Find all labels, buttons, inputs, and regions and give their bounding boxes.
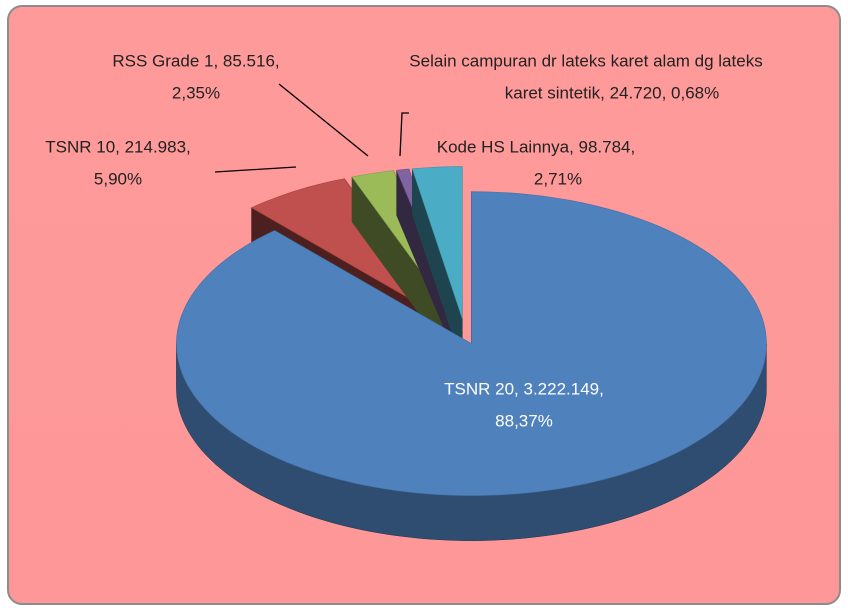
leader-line: [399, 112, 409, 157]
data-label: karet sintetik, 24.720, 0,68%: [505, 83, 720, 102]
data-label: TSNR 10, 214.983,: [45, 137, 191, 156]
pie: [176, 166, 767, 541]
slice: [176, 191, 767, 496]
data-label: TSNR 20, 3.222.149,: [444, 379, 604, 398]
data-label: RSS Grade 1, 85.516,: [112, 51, 279, 70]
data-label: 2,35%: [172, 83, 220, 102]
leader-line: [278, 83, 369, 157]
data-label: 2,71%: [534, 169, 582, 188]
data-label: Kode HS Lainnya, 98.784,: [437, 137, 635, 156]
leader-line: [214, 166, 297, 173]
data-label: 88,37%: [495, 411, 553, 430]
data-label: 5,90%: [94, 169, 142, 188]
data-label: Selain campuran dr lateks karet alam dg …: [409, 51, 762, 70]
labels: TSNR 20, 3.222.149, 88,37% TSNR 10, 214.98…: [45, 51, 762, 430]
slice: [411, 166, 463, 319]
